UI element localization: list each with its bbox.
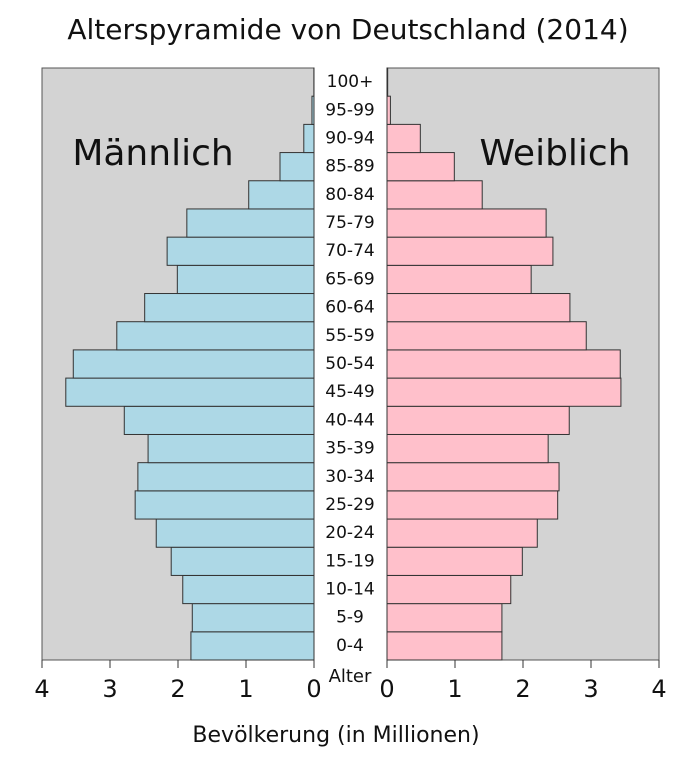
category-label: 10-14 [325,580,374,600]
category-label: 95-99 [325,100,374,120]
bar [249,181,314,209]
x-tick-label: 1 [238,675,253,703]
bar [167,237,314,265]
bar [124,406,314,434]
x-tick-label: 2 [170,675,185,703]
bar [177,265,314,293]
bar [280,153,314,181]
x-tick-label: 0 [306,675,321,703]
bar [191,632,314,660]
bar [387,491,558,519]
bar [387,96,390,124]
bar [387,265,531,293]
category-label: 55-59 [325,326,374,346]
bar [387,294,570,322]
category-label: 50-54 [325,354,374,374]
bar [387,519,537,547]
bar [171,547,314,575]
category-label: 90-94 [325,128,374,148]
bar [148,434,314,462]
bar [387,322,586,350]
category-label: 35-39 [325,439,374,459]
bar [387,209,546,237]
bar [387,181,482,209]
bar [192,604,314,632]
category-label: 85-89 [325,157,374,177]
x-axis-label: Bevölkerung (in Millionen) [192,723,479,748]
bar [387,68,388,96]
category-label: 75-79 [325,213,374,233]
category-label: 60-64 [325,298,374,318]
category-label: 25-29 [325,495,374,515]
chart-title: Alterspyramide von Deutschland (2014) [67,13,628,46]
x-tick-label: 1 [447,675,462,703]
bar [387,237,553,265]
category-label: 30-34 [325,467,374,487]
bar [73,350,314,378]
bar [187,209,314,237]
x-tick-label: 4 [651,675,666,703]
bar [387,124,420,152]
bar [117,322,314,350]
bar [312,96,314,124]
bar [387,406,569,434]
x-tick-label: 0 [379,675,394,703]
category-axis-label: Alter [329,666,372,687]
category-label: 5-9 [336,608,364,628]
bar [387,604,502,632]
category-label: 65-69 [325,269,374,289]
category-label: 45-49 [325,382,374,402]
bar [387,632,502,660]
bar [387,378,621,406]
bar [304,124,314,152]
bar [387,350,620,378]
x-tick-label: 4 [34,675,49,703]
bar [387,463,559,491]
x-tick-label: 2 [515,675,530,703]
category-label: 40-44 [325,410,374,430]
bar [145,294,314,322]
category-label: 80-84 [325,185,374,205]
x-tick-label: 3 [583,675,598,703]
bar [66,378,314,406]
bar [387,575,511,603]
legend-label: Weiblich [479,133,630,174]
x-tick-label: 3 [102,675,117,703]
bar [387,434,548,462]
bar [138,463,314,491]
bar [135,491,314,519]
category-label: 0-4 [336,636,364,656]
bar [387,547,522,575]
category-label: 70-74 [325,241,374,261]
bar [183,575,314,603]
legend-label: Männlich [72,133,233,174]
category-label: 20-24 [325,523,374,543]
bar [156,519,314,547]
bar [387,153,454,181]
category-label: 15-19 [325,551,374,571]
category-label: 100+ [327,72,374,92]
